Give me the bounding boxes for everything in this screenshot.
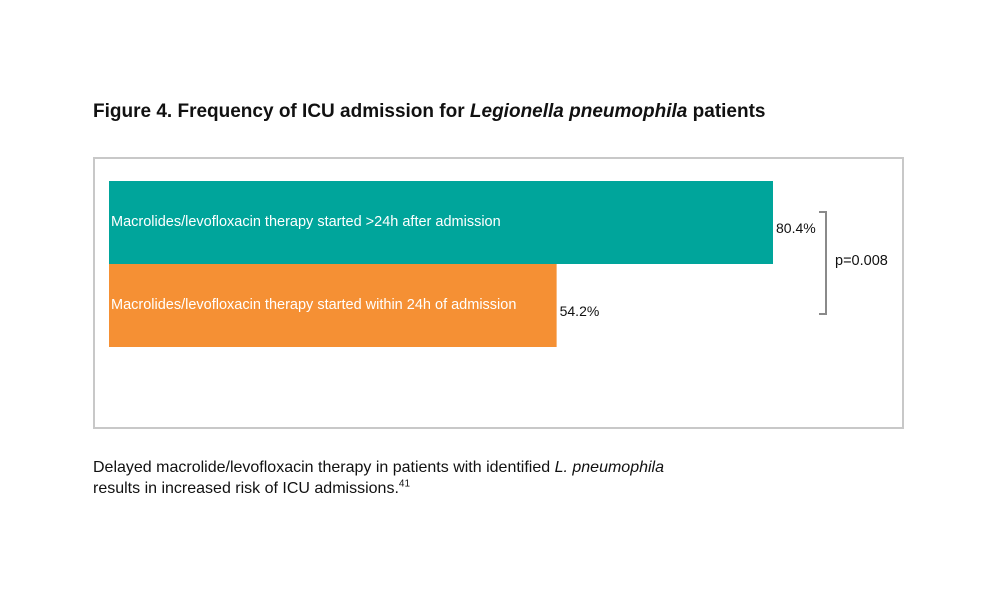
- bar-1: [109, 181, 773, 264]
- bar-category-label: Macrolides/levofloxacin therapy started …: [111, 181, 551, 264]
- significance-bracket: [819, 211, 827, 315]
- bar-2: [109, 264, 557, 347]
- bar-value-label: 80.4%: [776, 219, 816, 236]
- title-italic: Legionella pneumophila: [469, 101, 688, 122]
- bar-category-label: Macrolides/levofloxacin therapy started …: [111, 264, 549, 347]
- title-prefix: Figure 4. Frequency of ICU admission for: [93, 101, 470, 122]
- title-suffix: patients: [687, 101, 766, 122]
- bar-value-label: 54.2%: [559, 302, 600, 319]
- caption-part1: Delayed macrolide/levofloxacin therapy i…: [93, 459, 555, 476]
- caption-italic: L. pneumophila: [554, 459, 665, 476]
- figure-caption: Delayed macrolide/levofloxacin therapy i…: [93, 457, 813, 499]
- bar-category-text: Macrolides/levofloxacin therapy started …: [111, 297, 517, 313]
- caption-part2: results in increased risk of ICU admissi…: [93, 480, 399, 497]
- caption-reference: 41: [398, 478, 411, 490]
- p-value-label: p=0.008: [835, 253, 888, 269]
- figure-title: Figure 4. Frequency of ICU admission for…: [93, 101, 766, 123]
- bar-category-text: Macrolides/levofloxacin therapy started …: [111, 214, 501, 230]
